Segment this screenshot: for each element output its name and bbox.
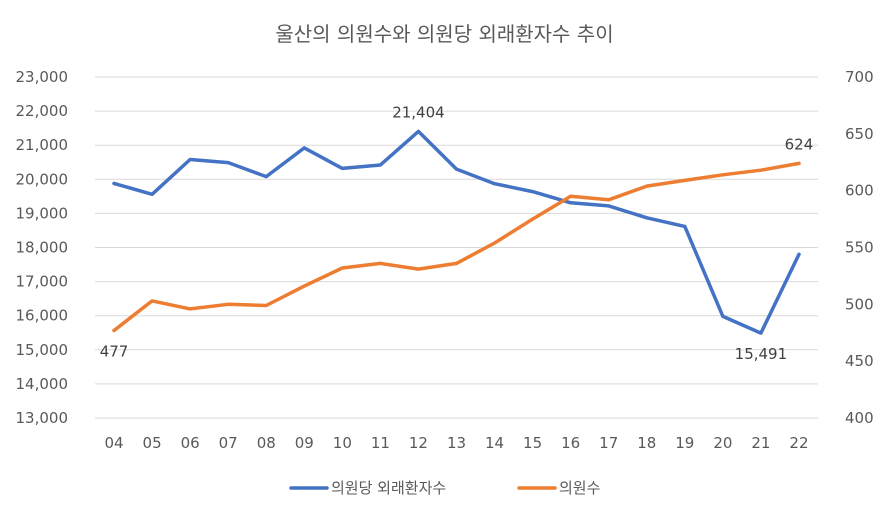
data-point (797, 161, 801, 165)
legend-label: 의원수 (559, 479, 600, 497)
data-point (378, 163, 382, 167)
data-point (759, 168, 763, 172)
data-point (455, 261, 458, 265)
data-point (340, 266, 344, 270)
data-point (645, 184, 649, 188)
data-point (302, 284, 306, 288)
series-line-outpatients (112, 129, 801, 335)
data-point (112, 181, 116, 185)
y-left-tick-label: 23,000 (16, 68, 69, 86)
y-right-tick-label: 400 (845, 409, 874, 427)
legend-label: 의원당 외래환자수 (331, 479, 446, 497)
data-point (264, 175, 268, 179)
y-left-tick-label: 13,000 (16, 409, 69, 427)
y-right-tick-label: 450 (845, 352, 874, 370)
data-point (569, 201, 573, 205)
data-point (378, 261, 382, 265)
data-point (226, 161, 230, 165)
x-tick-label: 09 (295, 434, 314, 452)
x-tick-label: 16 (561, 434, 580, 452)
data-point (302, 146, 306, 150)
x-tick-label: 18 (637, 434, 656, 452)
x-tick-label: 11 (371, 434, 390, 452)
data-point (340, 166, 344, 170)
x-tick-label: 12 (409, 434, 428, 452)
data-point (759, 331, 763, 335)
data-point (721, 314, 725, 318)
data-point (416, 129, 420, 133)
x-tick-label: 20 (713, 434, 732, 452)
data-point (683, 224, 687, 228)
x-tick-label: 10 (333, 434, 352, 452)
y-left-tick-label: 22,000 (16, 102, 69, 120)
x-tick-label: 14 (485, 434, 504, 452)
data-point (416, 267, 420, 271)
x-tick-label: 15 (523, 434, 542, 452)
data-label: 21,404 (392, 103, 445, 121)
x-tick-label: 13 (447, 434, 466, 452)
x-tick-label: 19 (675, 434, 694, 452)
x-tick-label: 08 (257, 434, 276, 452)
data-point (264, 303, 268, 307)
data-point (607, 204, 611, 208)
data-point (493, 241, 497, 245)
data-point (455, 167, 458, 171)
data-point (188, 307, 192, 311)
y-right-tick-label: 650 (845, 125, 874, 143)
x-tick-label: 17 (599, 434, 618, 452)
y-right-tick-label: 700 (845, 68, 874, 86)
y-left-tick-label: 17,000 (16, 273, 69, 291)
y-right-tick-label: 550 (845, 239, 874, 257)
data-point (493, 182, 497, 186)
y-left-tick-label: 18,000 (16, 239, 69, 257)
data-label: 624 (785, 135, 814, 153)
y-right-tick-label: 500 (845, 295, 874, 313)
x-tick-label: 22 (789, 434, 808, 452)
data-point (683, 178, 687, 182)
data-point (188, 158, 192, 162)
y-left-tick-label: 14,000 (16, 375, 69, 393)
y-left-tick-label: 15,000 (16, 341, 69, 359)
chart-title: 울산의 의원수와 의원당 외래환자수 추이 (275, 22, 614, 46)
series-line-clinics (112, 161, 801, 333)
x-tick-label: 21 (751, 434, 770, 452)
x-tick-label: 07 (219, 434, 238, 452)
x-tick-label: 05 (143, 434, 162, 452)
data-point (150, 299, 154, 303)
x-tick-label: 06 (181, 434, 200, 452)
y-left-tick-label: 19,000 (16, 204, 69, 222)
data-point (112, 328, 116, 332)
data-point (531, 217, 535, 221)
x-tick-label: 04 (104, 434, 123, 452)
y-left-tick-label: 20,000 (16, 170, 69, 188)
data-point (150, 192, 154, 196)
data-point (721, 173, 725, 177)
data-point (607, 198, 611, 202)
data-point (797, 252, 801, 256)
y-right-tick-label: 600 (845, 182, 874, 200)
data-point (531, 190, 535, 194)
data-label: 15,491 (735, 345, 788, 363)
y-left-tick-label: 21,000 (16, 136, 69, 154)
data-point (226, 302, 230, 306)
data-label: 477 (100, 342, 129, 360)
y-left-tick-label: 16,000 (16, 307, 69, 325)
data-point (645, 216, 649, 220)
data-point (569, 194, 573, 198)
